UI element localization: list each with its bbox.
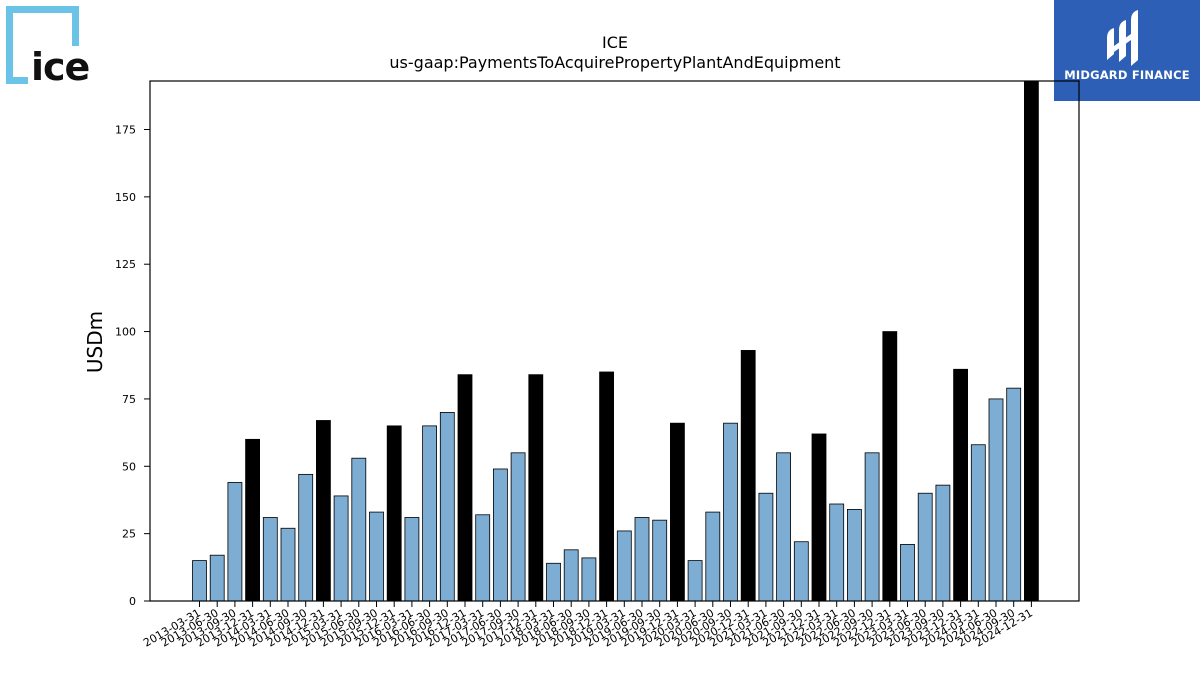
bar xyxy=(599,371,614,602)
bar xyxy=(953,368,968,602)
y-tick-label: 125 xyxy=(115,258,136,271)
bar xyxy=(351,457,367,602)
bar xyxy=(900,544,915,602)
ice-logo-text: ice xyxy=(31,45,90,89)
bar xyxy=(740,350,756,602)
y-tick-label: 75 xyxy=(122,393,136,406)
bar xyxy=(634,517,650,602)
bar xyxy=(864,452,880,602)
ice-logo-frame xyxy=(6,6,79,77)
ice-logo: ice xyxy=(6,6,90,89)
bar xyxy=(457,374,473,602)
bar xyxy=(510,452,526,602)
bar xyxy=(917,492,933,602)
bar xyxy=(262,517,278,602)
bar xyxy=(1024,80,1039,602)
y-tick-label: 100 xyxy=(115,326,136,339)
midgard-finance-logo: MIDGARD FINANCE xyxy=(1054,0,1200,101)
bar xyxy=(386,425,402,602)
bar xyxy=(546,562,561,602)
bar xyxy=(475,514,491,602)
y-tick-label: 0 xyxy=(129,595,136,608)
ice-logo-frame-bottom xyxy=(6,77,28,84)
bar xyxy=(652,519,668,602)
chart-subtitle: us-gaap:PaymentsToAcquirePropertyPlantAn… xyxy=(389,53,841,72)
midgard-logo-text: MIDGARD FINANCE xyxy=(1064,68,1190,82)
bar xyxy=(882,331,898,602)
bar xyxy=(227,482,243,602)
bar xyxy=(776,452,791,602)
bar xyxy=(687,560,703,602)
bar xyxy=(758,492,774,602)
bar xyxy=(829,503,845,602)
bar xyxy=(492,468,508,602)
y-tick-label: 150 xyxy=(115,191,136,204)
chart-title: ICE xyxy=(602,33,628,52)
y-tick-label: 175 xyxy=(115,123,136,136)
bar xyxy=(439,411,455,602)
bar xyxy=(315,420,331,602)
bar xyxy=(528,374,544,602)
midgard-mark-icon xyxy=(1107,10,1138,66)
bar xyxy=(988,398,1004,602)
bar xyxy=(422,425,438,602)
bar xyxy=(811,433,827,602)
bar xyxy=(723,422,738,602)
bar xyxy=(404,517,420,602)
plot-frame xyxy=(149,80,1080,602)
bar xyxy=(245,438,261,602)
bar xyxy=(847,508,862,602)
bar xyxy=(192,560,207,602)
bar xyxy=(793,541,809,602)
bar xyxy=(705,511,721,602)
y-tick-label: 25 xyxy=(122,528,136,541)
bar xyxy=(670,422,685,602)
bar xyxy=(563,549,579,602)
ice-logo-frame-right xyxy=(72,6,79,46)
y-tick-label: 50 xyxy=(122,460,136,473)
bar xyxy=(581,557,597,602)
bar xyxy=(970,444,986,602)
bar xyxy=(935,484,951,602)
bar xyxy=(333,495,349,602)
bar xyxy=(369,511,384,602)
bar xyxy=(280,527,296,602)
bar xyxy=(298,473,314,602)
bar xyxy=(616,530,632,602)
bar xyxy=(209,554,225,602)
bar xyxy=(1006,387,1022,602)
